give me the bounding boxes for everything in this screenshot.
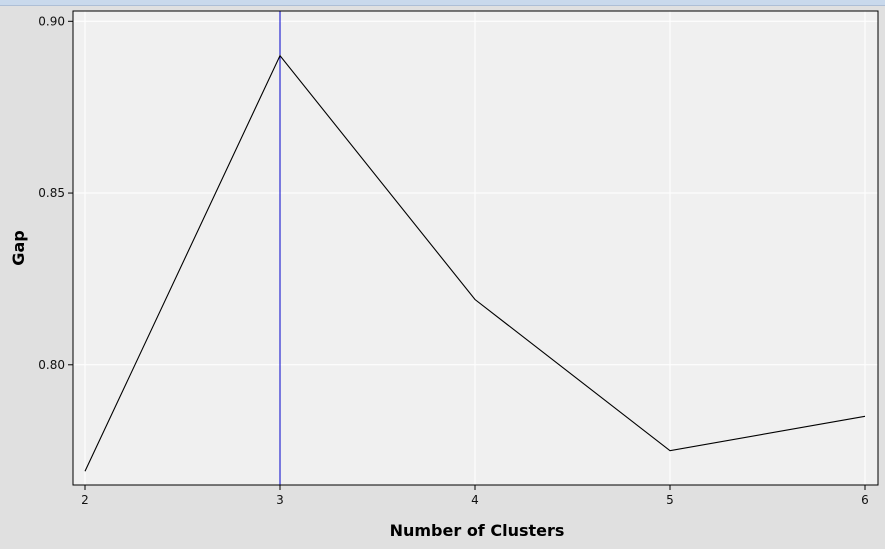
x-axis-title: Number of Clusters [390,521,565,540]
x-tick-label-3: 5 [666,493,674,507]
y-axis-title: Gap [9,230,28,265]
window-top-bar [0,0,885,6]
x-axis-ticks: 2 3 4 5 6 [81,485,869,507]
x-tick-label-2: 4 [471,493,479,507]
y-tick-label-0: 0.80 [38,358,65,372]
y-tick-label-2: 0.90 [38,14,65,28]
series-line-gap [84,54,866,472]
x-tick-label-0: 2 [81,493,89,507]
y-tick-label-1: 0.85 [38,186,65,200]
y-axis-ticks: 0.80 0.85 0.90 [38,14,73,372]
x-tick-label-4: 6 [861,493,869,507]
x-tick-label-1: 3 [276,493,284,507]
